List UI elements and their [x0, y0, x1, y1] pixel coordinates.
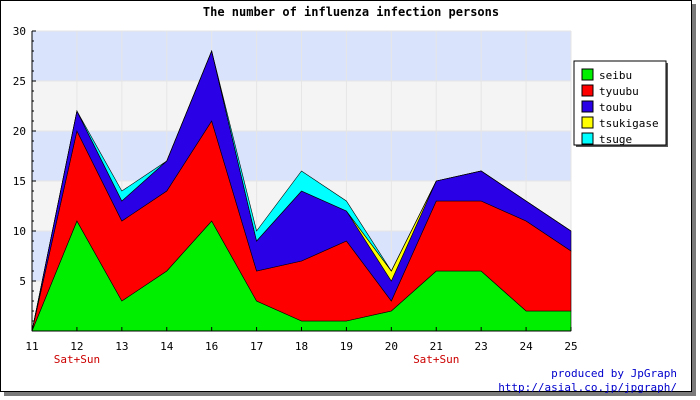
x-sublabel: Sat+Sun [54, 353, 100, 366]
credit-line-1: produced by JpGraph [551, 367, 677, 380]
x-tick-label: 24 [519, 340, 533, 353]
legend-swatch-tyuubu [581, 84, 594, 97]
x-tick-label: 17 [250, 340, 263, 353]
y-tick-label: 15 [13, 175, 26, 188]
chart-frame: 5 10 15 20 25 30 11 12 Sat+Sun 13 14 16 17 18 19 20 21 Sa… [0, 0, 692, 394]
x-tick-label: 23 [475, 340, 488, 353]
x-tick-label: 18 [295, 340, 308, 353]
x-tick-label: 25 [564, 340, 577, 353]
x-tick-label: 12 [70, 340, 83, 353]
chart-title: The number of influenza infection person… [203, 5, 499, 19]
series-area-tsuge [31, 50, 572, 332]
legend-label-seibu: seibu [599, 69, 632, 82]
legend-label-tsuge: tsuge [599, 133, 632, 146]
y-tick-label: 10 [13, 225, 26, 238]
legend-swatch-toubu [581, 100, 594, 113]
x-tick-label: 11 [25, 340, 38, 353]
y-tick-label: 25 [13, 75, 26, 88]
x-tick-label: 19 [340, 340, 353, 353]
legend-swatch-tsukigase [581, 116, 594, 129]
y-tick-label: 20 [13, 125, 26, 138]
legend-swatch-seibu [581, 68, 594, 81]
x-tick-label: 13 [115, 340, 128, 353]
legend-swatch-tsuge [581, 132, 594, 145]
y-tick-label: 5 [19, 275, 26, 288]
x-tick-label: 14 [160, 340, 174, 353]
y-tick-label: 30 [13, 25, 26, 38]
legend-label-tsukigase: tsukigase [599, 117, 659, 130]
x-tick-label: 21 [430, 340, 443, 353]
legend-label-tyuubu: tyuubu [599, 85, 639, 98]
credit-url[interactable]: http://asial.co.jp/jpgraph/ [498, 381, 677, 394]
x-tick-label: 20 [385, 340, 398, 353]
x-tick-label: 16 [205, 340, 218, 353]
x-sublabel: Sat+Sun [413, 353, 459, 366]
legend-label-toubu: toubu [599, 101, 632, 114]
